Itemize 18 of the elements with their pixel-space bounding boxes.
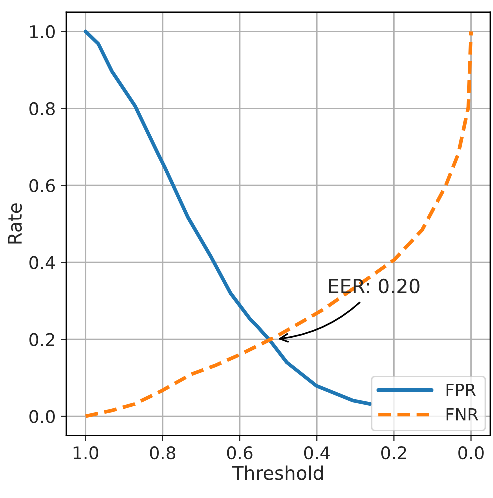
y-tick-label: 1.0 — [30, 25, 55, 39]
y-tick-label: 0.6 — [30, 179, 56, 192]
line-series — [84, 30, 372, 406]
x-axis-title: Threshold — [232, 466, 324, 480]
x-tick-label: 0.8 — [150, 446, 176, 460]
x-tick-label: 0.6 — [227, 446, 253, 460]
x-tick-label: 0.2 — [382, 446, 406, 460]
y-tick-label: 0.2 — [30, 333, 54, 346]
y-axis-title: Rate — [8, 204, 22, 244]
legend-label: FPR — [446, 384, 476, 396]
x-tick-label: 0.0 — [458, 446, 484, 460]
x-tick-label: 1.0 — [74, 446, 98, 460]
legend-label: FNR — [446, 408, 478, 421]
x-tick-label: 0.4 — [304, 446, 330, 460]
y-tick-label: 0.8 — [30, 102, 55, 116]
y-tick-label: 0.4 — [30, 256, 56, 270]
y-tick-label: 0.0 — [30, 410, 55, 424]
annotation: EER: 0.20 — [329, 278, 420, 294]
